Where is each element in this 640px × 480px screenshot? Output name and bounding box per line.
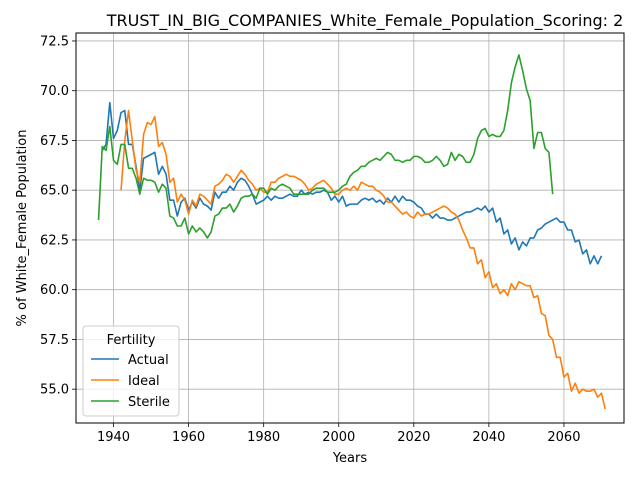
legend-label-actual: Actual [128, 353, 169, 368]
legend-title: Fertility [107, 333, 156, 348]
series-line-ideal [120, 109, 607, 410]
x-tick-label: 1960 [172, 430, 205, 445]
x-tick-label: 1940 [97, 430, 130, 445]
y-tick-label: 55.0 [40, 383, 69, 398]
legend-label-sterile: Sterile [128, 395, 170, 410]
series-line-sterile [97, 54, 554, 239]
series-layer [97, 54, 607, 410]
y-tick-label: 57.5 [40, 333, 69, 348]
x-tick-label: 2060 [547, 430, 580, 445]
y-tick-label: 72.5 [40, 34, 69, 49]
legend-box [82, 325, 180, 417]
y-tick-label: 62.5 [40, 233, 69, 248]
y-tick-label: 70.0 [40, 84, 69, 99]
plot-frame [75, 32, 625, 424]
x-tick-label: 2040 [472, 430, 505, 445]
x-tick-label: 2000 [322, 430, 355, 445]
x-tick-label: 2020 [397, 430, 430, 445]
legend-label-ideal: Ideal [128, 374, 160, 389]
y-tick-label: 67.5 [40, 134, 69, 149]
ticks: 1940 1960 1980 2000 2020 2040 2060 55.0 57.5 60.0… [40, 34, 580, 445]
y-axis-label: % of White_Female Population [15, 130, 30, 327]
y-tick-label: 60.0 [40, 283, 69, 298]
y-tick-label: 65.0 [40, 184, 69, 199]
x-axis-label: Years [332, 451, 368, 466]
legend: Fertility Actual Ideal Sterile [82, 325, 180, 417]
chart-title: TRUST_IN_BIG_COMPANIES_White_Female_Popu… [106, 11, 624, 31]
x-tick-label: 1980 [247, 430, 280, 445]
